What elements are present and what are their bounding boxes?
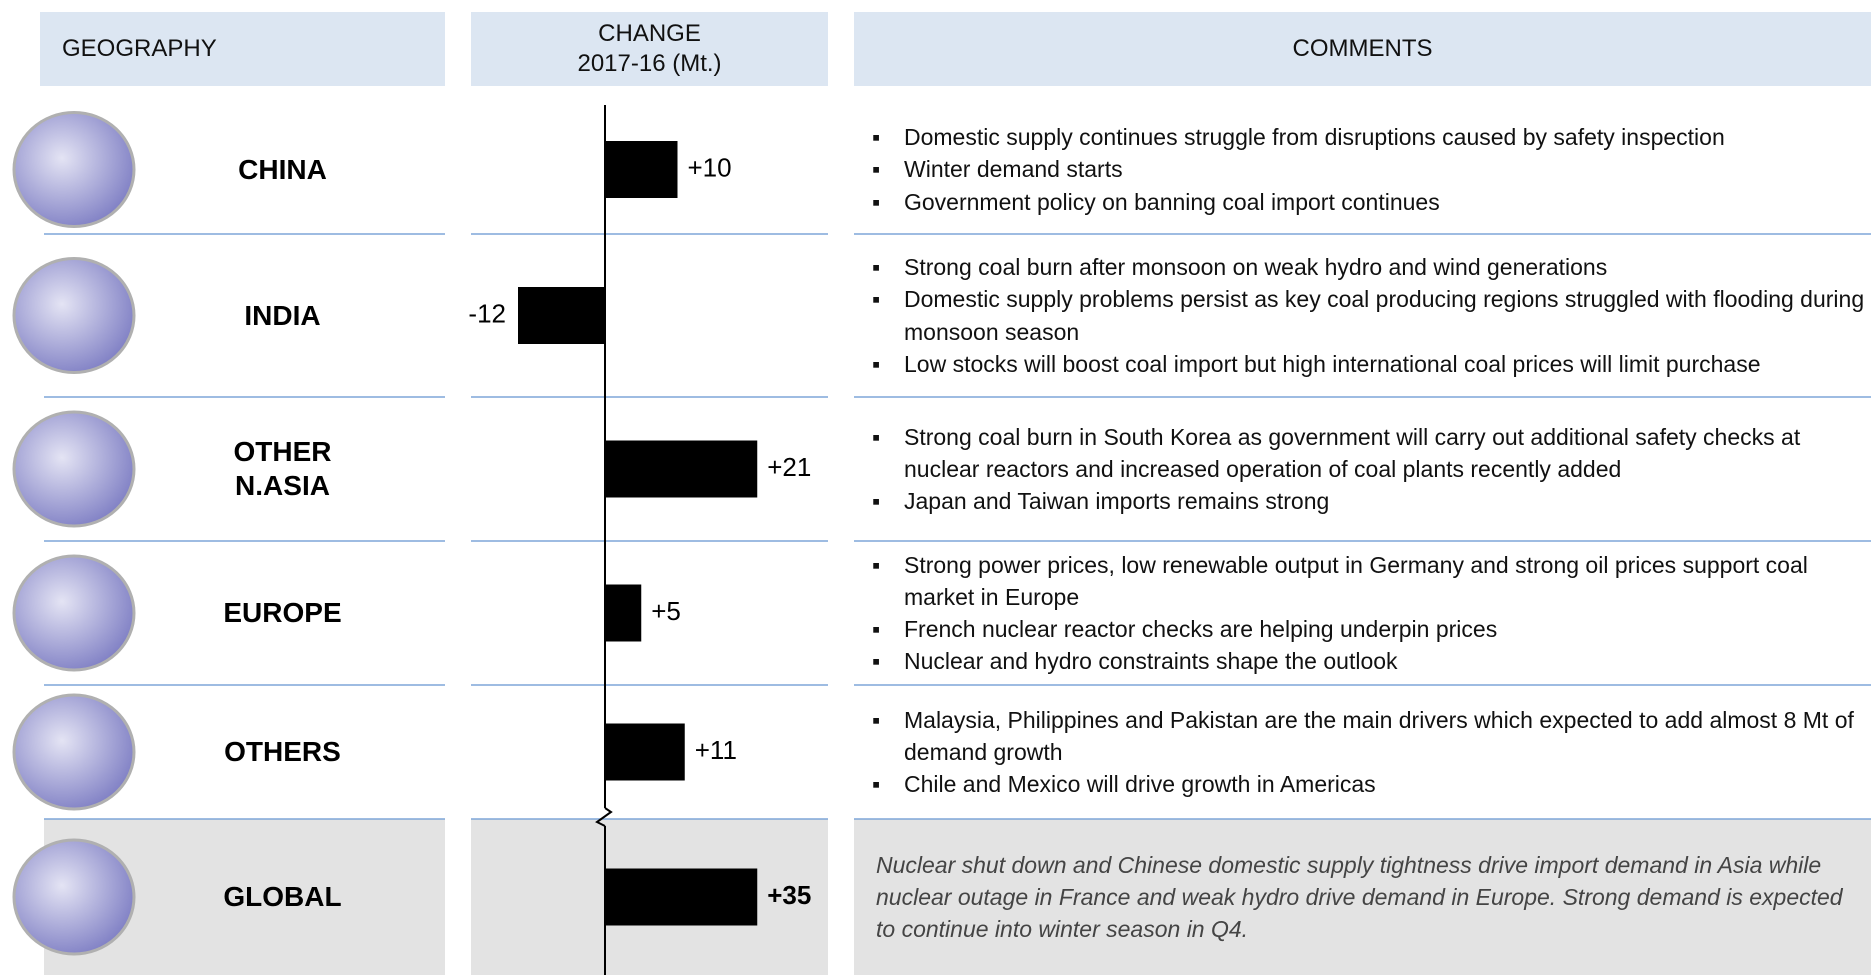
comment-item: Domestic supply problems persist as key … [872, 283, 1865, 347]
header-change-title: CHANGE [598, 20, 701, 47]
comment-item: Strong coal burn in South Korea as gover… [872, 421, 1865, 485]
globe-icon [12, 554, 136, 672]
bar [605, 584, 642, 642]
comments: Strong power prices, low renewable outpu… [854, 541, 1871, 685]
value-label: +5 [651, 596, 681, 626]
bar [605, 440, 758, 498]
comment-item: Chile and Mexico will drive growth in Am… [872, 768, 1865, 800]
comment-item: Winter demand starts [872, 153, 1865, 185]
globe-icon [12, 693, 136, 811]
comments: Malaysia, Philippines and Pakistan are t… [854, 685, 1871, 819]
comment-item: Japan and Taiwan imports remains strong [872, 485, 1865, 517]
comment-item: Nuclear and hydro constraints shape the … [872, 645, 1865, 677]
geography-label: INDIA [244, 299, 321, 331]
value-label: +11 [695, 735, 737, 765]
comment-item: Government policy on banning coal import… [872, 186, 1865, 218]
comment-item: Strong power prices, low renewable outpu… [872, 549, 1865, 613]
global-comment: Nuclear shut down and Chinese domestic s… [876, 851, 1843, 943]
value-label: +10 [688, 152, 732, 182]
comment-item: Malaysia, Philippines and Pakistan are t… [872, 704, 1865, 768]
geography-label: EUROPE [223, 597, 342, 629]
header-change: CHANGE 2017-16 (Mt.) [471, 12, 828, 86]
globe-icon [12, 410, 136, 528]
globe-icon [12, 838, 136, 956]
bar [605, 723, 685, 781]
bar [518, 287, 605, 344]
geography-label: CHINA [238, 153, 327, 185]
comment-item: Low stocks will boost coal import but hi… [872, 348, 1865, 380]
comment-item: French nuclear reactor checks are helpin… [872, 613, 1865, 645]
header-comments: COMMENTS [854, 12, 1871, 86]
value-label: -12 [468, 298, 506, 328]
header-geography: GEOGRAPHY [40, 12, 445, 86]
bar [605, 141, 678, 198]
axis-break [595, 807, 613, 827]
geography-label: OTHER N.ASIA [233, 436, 332, 501]
geography-label: GLOBAL [223, 881, 342, 913]
global-bg [854, 819, 1871, 975]
comments: Strong coal burn in South Korea as gover… [854, 397, 1871, 541]
globe-icon [12, 257, 136, 374]
geography-label: OTHERS [224, 736, 341, 768]
comment-item: Domestic supply continues struggle from … [872, 121, 1865, 153]
value-label: +21 [767, 452, 811, 482]
globe-icon [12, 111, 136, 228]
value-label: +35 [767, 880, 811, 910]
comments: Strong coal burn after monsoon on weak h… [854, 234, 1871, 397]
comments: Domestic supply continues struggle from … [854, 105, 1871, 234]
comment-item: Strong coal burn after monsoon on weak h… [872, 251, 1865, 283]
bar [605, 868, 758, 926]
header-change-unit: 2017-16 (Mt.) [577, 50, 722, 77]
